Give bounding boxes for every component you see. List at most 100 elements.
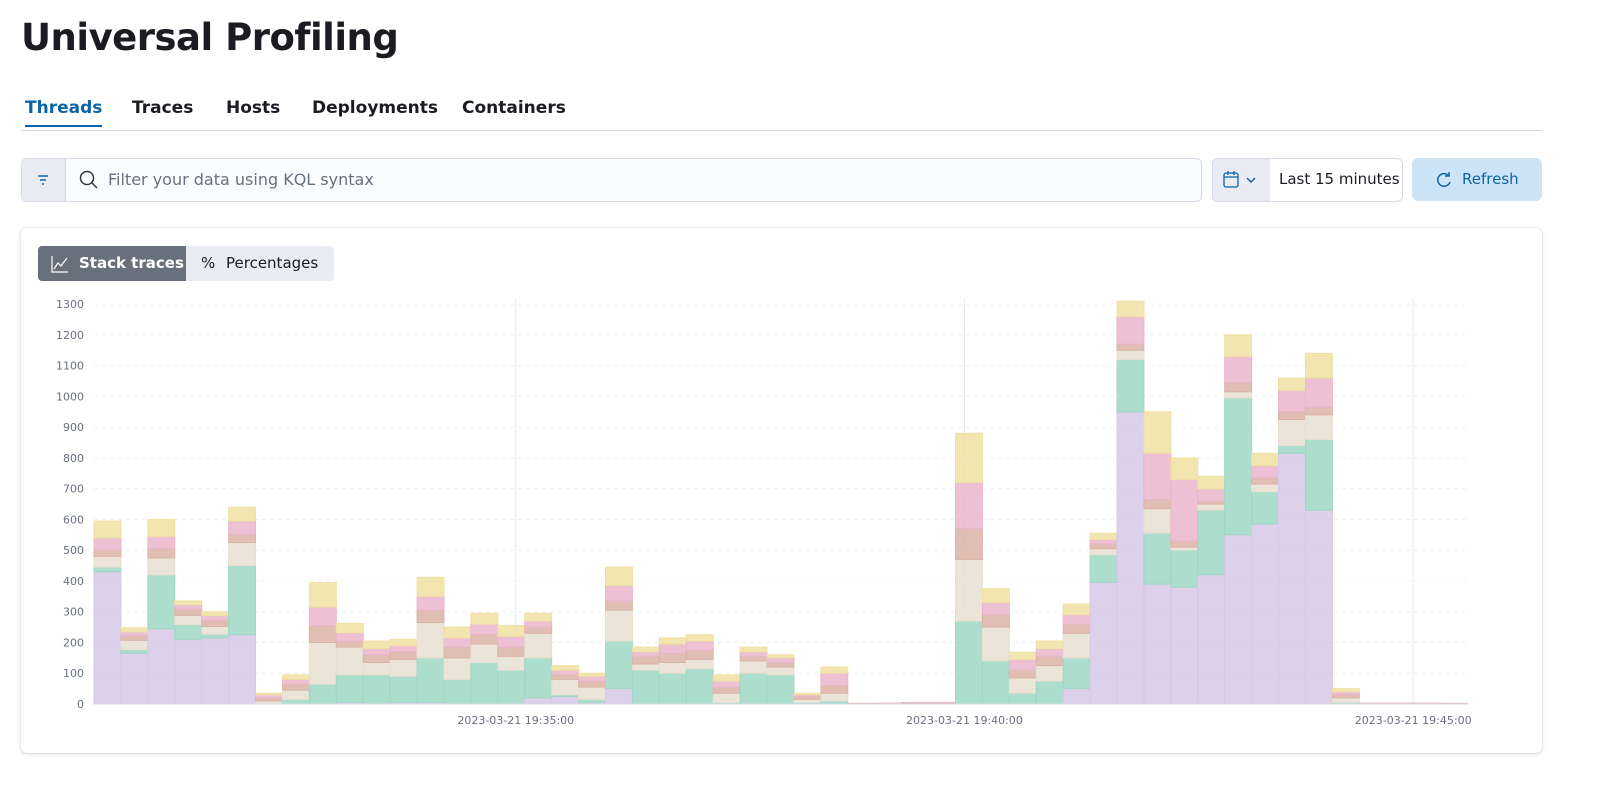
bar-segment bbox=[739, 660, 768, 674]
bar-segment bbox=[308, 683, 337, 705]
bar-segment bbox=[174, 638, 203, 705]
bar-segment bbox=[739, 655, 768, 662]
bar-segment bbox=[712, 692, 741, 703]
bar-segment bbox=[1062, 603, 1091, 616]
bar-segment bbox=[389, 675, 418, 703]
bar-segment bbox=[497, 625, 526, 637]
toggle-stack-traces[interactable]: Stack traces bbox=[38, 246, 186, 281]
x-tick-label: 2023-03-21 19:35:00 bbox=[457, 714, 574, 727]
bar-segment bbox=[954, 620, 983, 705]
bar-segment bbox=[362, 648, 391, 656]
bar-segment bbox=[443, 637, 472, 648]
bar-segment bbox=[1278, 411, 1306, 420]
bar-segment bbox=[1116, 359, 1145, 413]
bar-segment bbox=[174, 600, 203, 606]
bar-segment bbox=[93, 520, 122, 539]
bar-segment bbox=[443, 657, 472, 680]
bar-segment bbox=[416, 595, 445, 611]
bar-segment bbox=[1170, 478, 1199, 542]
bar-segment bbox=[551, 665, 580, 671]
bar-segment bbox=[578, 680, 607, 688]
bar-segment bbox=[685, 640, 714, 651]
bar-segment bbox=[201, 611, 230, 617]
bar-segment bbox=[120, 639, 149, 651]
bar-segment bbox=[443, 646, 472, 659]
date-quick-menu[interactable] bbox=[1213, 159, 1270, 201]
bar-segment bbox=[1062, 657, 1091, 690]
bar-segment bbox=[470, 623, 499, 636]
bar-segment bbox=[739, 646, 768, 653]
bar-segment bbox=[766, 661, 795, 668]
date-label: Last 15 minutes bbox=[1279, 170, 1400, 188]
bar-segment bbox=[308, 641, 337, 685]
bar-segment bbox=[1251, 452, 1280, 467]
bar-segment bbox=[1116, 411, 1145, 705]
refresh-button[interactable]: Refresh bbox=[1412, 158, 1542, 201]
y-tick-label: 600 bbox=[63, 513, 84, 526]
bar-segment bbox=[1251, 523, 1280, 705]
bar-segment bbox=[1251, 491, 1280, 525]
bar-segment bbox=[1116, 300, 1145, 317]
bar-segment bbox=[820, 692, 849, 702]
bar-segment bbox=[1331, 688, 1360, 693]
y-tick-label: 900 bbox=[63, 421, 84, 434]
bar-segment bbox=[1035, 640, 1064, 650]
bar-segment bbox=[335, 632, 364, 642]
bar-segment bbox=[1197, 475, 1226, 490]
tab[interactable]: Containers bbox=[462, 98, 566, 118]
bar-segment bbox=[1170, 549, 1199, 588]
bar-segment bbox=[1143, 532, 1172, 585]
bar-segment bbox=[93, 571, 122, 705]
bar-segment bbox=[1062, 614, 1091, 625]
bar-segment bbox=[201, 633, 230, 639]
bar-segment bbox=[631, 655, 660, 665]
x-tick-label: 2023-03-21 19:45:00 bbox=[1355, 714, 1472, 727]
bar-segment bbox=[954, 558, 983, 622]
tab[interactable]: Traces bbox=[132, 98, 194, 118]
bar-segment bbox=[174, 608, 203, 616]
bar-segment bbox=[1170, 457, 1199, 480]
bar-segment bbox=[201, 637, 230, 705]
bar-segment bbox=[93, 549, 122, 557]
bar-segment bbox=[658, 652, 687, 663]
tab[interactable]: Threads bbox=[25, 98, 103, 127]
bar-segment bbox=[578, 686, 607, 700]
bar-segment bbox=[120, 635, 149, 641]
bar-segment bbox=[1331, 697, 1360, 703]
bar-segment bbox=[1251, 483, 1280, 493]
toggle-percentages[interactable]: % Percentages bbox=[186, 246, 334, 281]
bar-segment bbox=[1224, 397, 1253, 536]
bar-segment bbox=[981, 602, 1010, 616]
y-tick-label: 1200 bbox=[56, 329, 84, 342]
tab[interactable]: Hosts bbox=[226, 98, 281, 118]
bar-segment bbox=[1035, 665, 1064, 682]
bar-segment bbox=[1304, 377, 1333, 408]
bar-segment bbox=[174, 604, 203, 610]
bar-segment bbox=[1116, 343, 1145, 351]
bar-segment bbox=[605, 640, 633, 690]
calendar-icon bbox=[1223, 171, 1256, 188]
bar-segment bbox=[147, 548, 176, 559]
bar-segment bbox=[524, 620, 553, 628]
bar-segment bbox=[1143, 508, 1172, 534]
bar-segment bbox=[1197, 503, 1226, 511]
bar-segment bbox=[1062, 688, 1091, 705]
bar-segment bbox=[147, 518, 176, 537]
bar-segment bbox=[551, 669, 580, 676]
bar-segment bbox=[1224, 391, 1253, 399]
bar-segment bbox=[1008, 692, 1037, 705]
bar-segment bbox=[981, 626, 1010, 662]
bar-segment bbox=[470, 643, 499, 663]
bar-segment bbox=[147, 535, 176, 550]
bar-segment bbox=[120, 631, 149, 637]
bar-segment bbox=[416, 576, 445, 597]
bar-segment bbox=[820, 685, 849, 694]
search-input[interactable]: Filter your data using KQL syntax bbox=[108, 170, 374, 189]
tab[interactable]: Deployments bbox=[312, 98, 438, 118]
bar-segment bbox=[1170, 586, 1199, 705]
tab-divider bbox=[21, 130, 1542, 131]
bar-segment bbox=[1143, 452, 1172, 500]
bar-segment bbox=[1278, 389, 1306, 413]
filter-button[interactable] bbox=[22, 159, 66, 201]
bar-segment bbox=[281, 674, 310, 680]
